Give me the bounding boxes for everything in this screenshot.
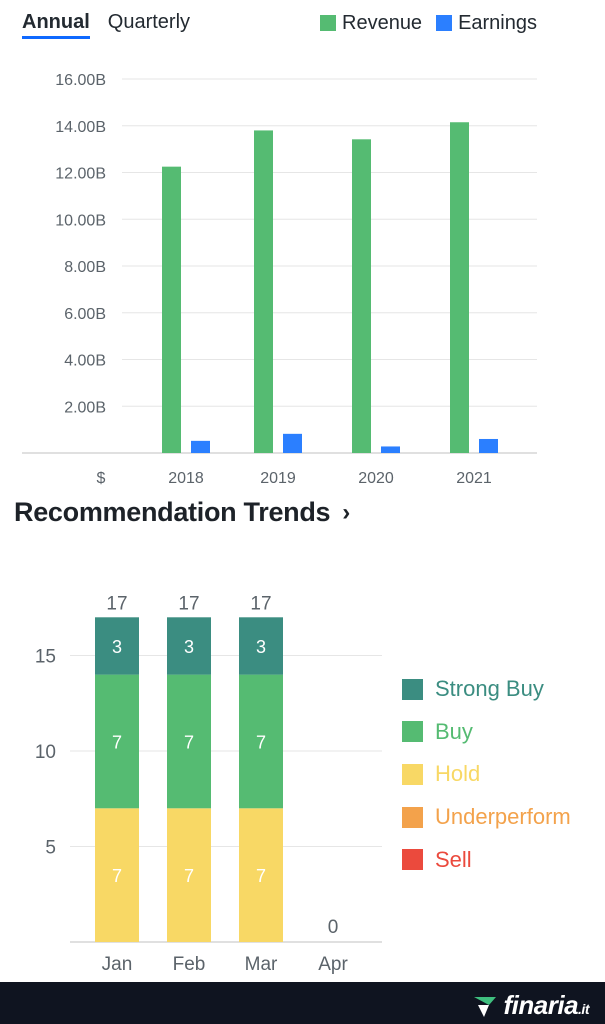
revenue-bar bbox=[162, 166, 181, 453]
segment-label: 7 bbox=[184, 732, 194, 752]
x-tick-label: 2020 bbox=[358, 470, 394, 487]
brand-text: finaria bbox=[503, 990, 579, 1020]
stacked-segment bbox=[239, 674, 283, 809]
x-tick-label: Feb bbox=[173, 954, 206, 975]
legend-revenue[interactable]: Revenue bbox=[320, 10, 422, 36]
brand-suffix: .it bbox=[578, 1001, 589, 1017]
financials-chart: 2.00B 4.00B 6.00B 8.00B 10.00B 12.00B 14.00B 16… bbox=[22, 72, 537, 487]
legend-earnings[interactable]: Earnings bbox=[436, 10, 537, 36]
legend-label: Underperform bbox=[435, 804, 571, 830]
chevron-right-icon: › bbox=[342, 498, 350, 526]
x-tick-label: Apr bbox=[318, 954, 348, 975]
y-tick-label: 16.00B bbox=[55, 72, 106, 89]
legend-label: Strong Buy bbox=[435, 676, 544, 702]
earnings-swatch bbox=[436, 15, 453, 31]
y-tick-label: 8.00B bbox=[64, 259, 106, 276]
revenue-bar bbox=[352, 139, 371, 453]
revenue-bar bbox=[450, 122, 469, 454]
legend-item[interactable]: Hold bbox=[402, 753, 571, 796]
stacked-segment bbox=[167, 674, 211, 809]
y-tick-label: 10 bbox=[35, 742, 56, 763]
stacked-segment bbox=[239, 808, 283, 942]
y-tick-label: 4.00B bbox=[64, 353, 106, 370]
footer-bar: finaria.it bbox=[0, 982, 605, 1024]
segment-label: 3 bbox=[256, 637, 266, 657]
earnings-bar bbox=[283, 433, 302, 453]
legend-swatch bbox=[402, 721, 423, 743]
segment-label: 7 bbox=[112, 866, 122, 886]
recommendation-chart: 5 10 15 7 7 3 17 Jan 7 7 3 17 Feb 7 7 3 17 Mar 0 Apr bbox=[35, 593, 382, 975]
y-tick-label: 12.00B bbox=[55, 166, 106, 183]
y-tick-label: 2.00B bbox=[64, 399, 106, 416]
total-label: 17 bbox=[250, 593, 271, 614]
segment-label: 7 bbox=[112, 732, 122, 752]
earnings-bar bbox=[381, 446, 400, 453]
earnings-bar bbox=[479, 438, 498, 453]
y-tick-label: 14.00B bbox=[55, 119, 106, 136]
legend-swatch bbox=[402, 678, 423, 700]
brand-name: finaria.it bbox=[503, 990, 590, 1021]
recommendation-legend: Strong Buy Buy Hold Underperform Sell bbox=[402, 668, 571, 881]
segment-label: 7 bbox=[184, 866, 194, 886]
legend-item[interactable]: Underperform bbox=[402, 796, 571, 839]
revenue-swatch bbox=[320, 15, 336, 31]
stacked-segment bbox=[167, 617, 211, 675]
legend-label: Sell bbox=[435, 846, 472, 872]
x-tick-label: 2021 bbox=[456, 470, 492, 487]
financials-legend: Revenue Earnings bbox=[320, 10, 537, 36]
x-tick-label: 2019 bbox=[260, 470, 296, 487]
legend-revenue-label: Revenue bbox=[342, 12, 423, 34]
legend-item[interactable]: Strong Buy bbox=[402, 668, 571, 711]
total-label: 17 bbox=[106, 593, 127, 614]
currency-label: $ bbox=[97, 470, 106, 487]
x-tick-label: Jan bbox=[102, 954, 133, 975]
segment-label: 7 bbox=[256, 732, 266, 752]
y-tick-label: 10.00B bbox=[55, 212, 106, 229]
legend-item[interactable]: Sell bbox=[402, 838, 571, 881]
segment-label: 3 bbox=[184, 637, 194, 657]
stacked-segment bbox=[167, 808, 211, 942]
segment-label: 7 bbox=[256, 866, 266, 886]
legend-item[interactable]: Buy bbox=[402, 711, 571, 754]
stacked-segment bbox=[95, 808, 139, 942]
x-tick-label: 2018 bbox=[168, 470, 204, 487]
legend-swatch bbox=[402, 806, 423, 828]
brand[interactable]: finaria.it bbox=[472, 990, 589, 1021]
section-title: Recommendation Trends bbox=[14, 497, 331, 527]
tab-quarterly[interactable]: Quarterly bbox=[107, 11, 191, 33]
total-label: 17 bbox=[178, 593, 199, 614]
legend-swatch bbox=[402, 849, 423, 871]
y-tick-label: 6.00B bbox=[64, 306, 106, 323]
legend-earnings-label: Earnings bbox=[458, 12, 537, 34]
stacked-segment bbox=[95, 617, 139, 675]
tab-annual[interactable]: Annual bbox=[22, 9, 90, 39]
recommendation-trends-link[interactable]: Recommendation Trends › bbox=[14, 497, 350, 528]
earnings-bar bbox=[191, 440, 210, 453]
finaria-logo-icon bbox=[473, 996, 496, 1017]
segment-label: 3 bbox=[112, 637, 122, 657]
revenue-bar bbox=[254, 130, 273, 454]
period-tabs: Annual Quarterly bbox=[22, 9, 190, 39]
legend-label: Buy bbox=[435, 718, 473, 744]
x-tick-label: Mar bbox=[245, 954, 278, 975]
total-label: 0 bbox=[328, 917, 339, 938]
legend-swatch bbox=[402, 763, 423, 785]
stacked-segment bbox=[239, 617, 283, 675]
legend-label: Hold bbox=[435, 761, 481, 787]
stacked-segment bbox=[95, 674, 139, 809]
y-tick-label: 5 bbox=[45, 838, 56, 859]
y-tick-label: 15 bbox=[35, 647, 56, 668]
